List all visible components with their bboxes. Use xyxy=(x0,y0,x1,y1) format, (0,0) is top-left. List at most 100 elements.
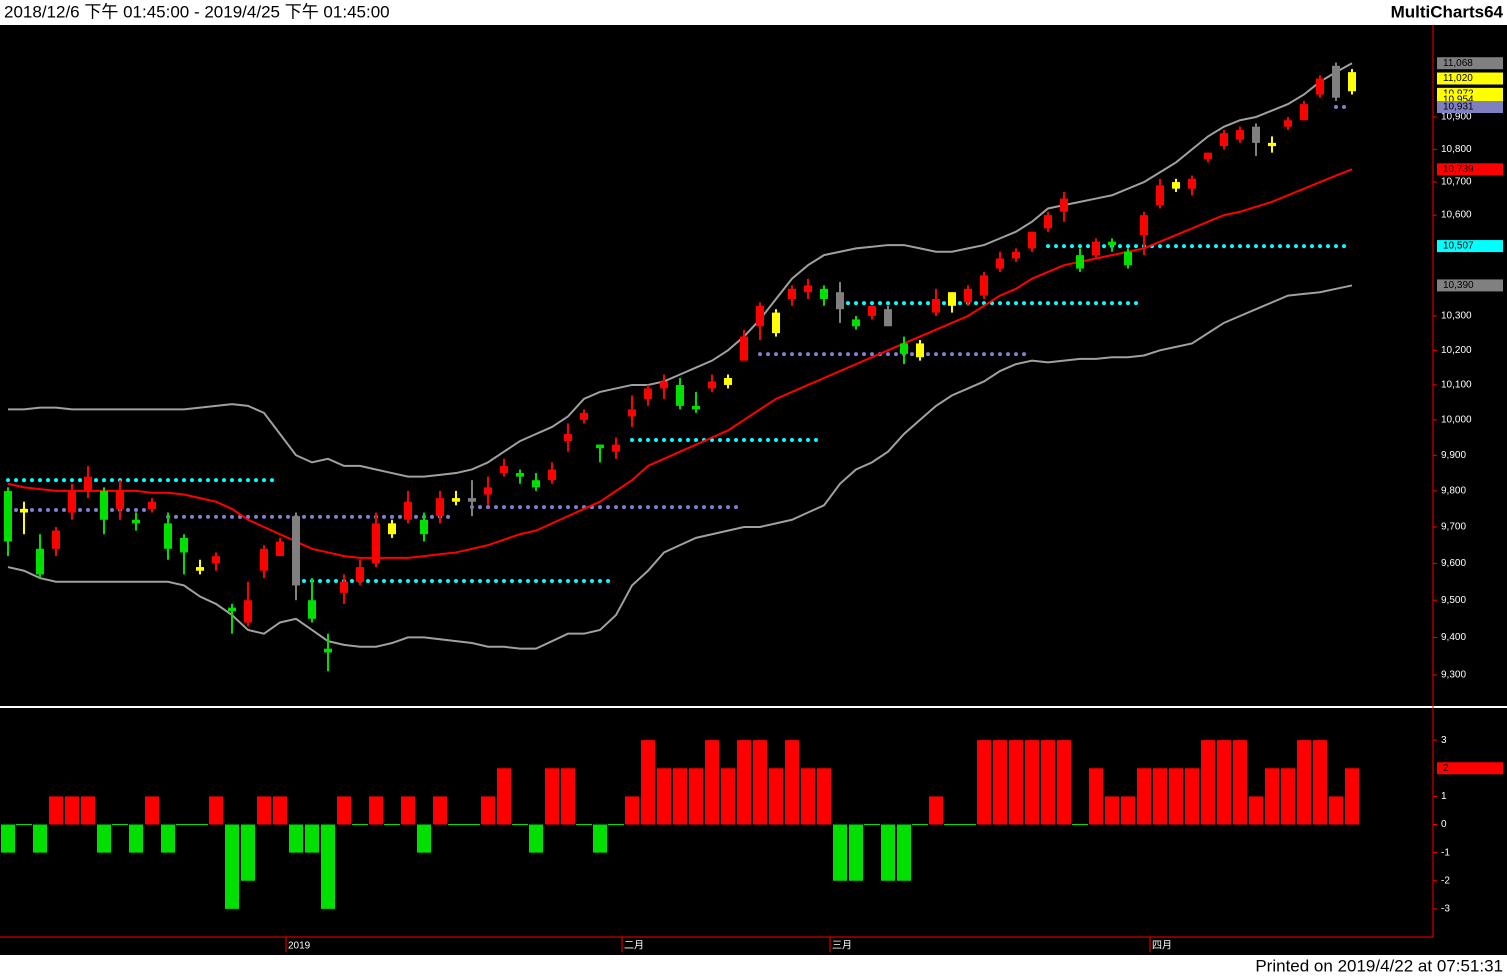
histogram-bar xyxy=(817,768,831,825)
price-marker xyxy=(1437,279,1503,292)
header-bar xyxy=(0,0,1507,25)
histogram-bar xyxy=(529,824,543,853)
candle-body xyxy=(292,516,300,586)
histogram-bar xyxy=(593,824,607,853)
candle-body xyxy=(516,473,524,477)
candle-body xyxy=(1284,120,1292,127)
band-line xyxy=(8,62,1353,478)
histogram-bar xyxy=(33,824,47,853)
candle-body xyxy=(484,487,492,495)
histogram-bar xyxy=(49,796,63,825)
candle-body xyxy=(388,523,396,535)
histogram-bar xyxy=(1121,796,1135,825)
price-marker xyxy=(1437,240,1503,253)
candle-body xyxy=(1076,255,1084,269)
price-marker-label: 2 xyxy=(1443,763,1449,774)
histogram-bar xyxy=(912,824,928,825)
histogram-bar xyxy=(464,824,480,825)
histogram-bar xyxy=(1201,740,1215,825)
candle-body xyxy=(1268,142,1276,147)
y-tick-label: 10,600 xyxy=(1441,210,1472,221)
candle-body xyxy=(1028,231,1036,249)
candle-body xyxy=(772,312,780,334)
histogram-bar xyxy=(960,824,976,825)
histogram-bar xyxy=(337,796,351,825)
histogram-bar xyxy=(273,796,287,825)
histogram-bar xyxy=(833,824,847,881)
y-tick-label: -2 xyxy=(1441,875,1450,886)
histogram-bar xyxy=(673,768,687,825)
date-range: 2018/12/6 下午 01:45:00 - 2019/4/25 下午 01:… xyxy=(4,2,390,21)
histogram-bar xyxy=(192,824,208,825)
histogram-bar xyxy=(16,824,32,825)
histogram-bar xyxy=(929,796,943,825)
candle-body xyxy=(100,490,108,520)
histogram-bar xyxy=(448,824,464,825)
candle-body xyxy=(4,490,12,542)
y-tick-label: 10,300 xyxy=(1441,311,1472,322)
candle-body xyxy=(1060,198,1068,212)
histogram-bar xyxy=(176,824,192,825)
histogram-bar xyxy=(1009,740,1023,825)
candle-body xyxy=(724,377,732,385)
candle-body xyxy=(1156,185,1164,206)
candle-body xyxy=(436,498,444,517)
y-tick-label: 9,800 xyxy=(1441,486,1466,497)
y-tick-label: 10,200 xyxy=(1441,345,1472,356)
candle-body xyxy=(916,343,924,358)
candle-body xyxy=(324,648,332,653)
candle-body xyxy=(20,508,28,513)
price-marker xyxy=(1437,101,1503,114)
histogram-bar xyxy=(608,824,624,825)
candle-body xyxy=(980,275,988,296)
candle-body xyxy=(356,567,364,582)
histogram-bar xyxy=(689,768,703,825)
candle-body xyxy=(740,336,748,361)
histogram-bar xyxy=(1313,740,1327,825)
candle-body xyxy=(532,480,540,488)
y-tick-label: 10,800 xyxy=(1441,144,1472,155)
histogram-bar xyxy=(1137,768,1151,825)
candle-body xyxy=(996,258,1004,269)
histogram-bar xyxy=(944,824,960,825)
app-name: MultiCharts64 xyxy=(1391,2,1504,21)
histogram-bar xyxy=(241,824,255,881)
price-marker-label: 10,931 xyxy=(1443,102,1474,113)
histogram-bar xyxy=(1025,740,1039,825)
histogram-bar xyxy=(81,796,95,825)
price-marker-label: 10,507 xyxy=(1443,241,1474,252)
candle-body xyxy=(68,490,76,513)
candle-body xyxy=(1092,241,1100,256)
histogram-bar xyxy=(1249,796,1263,825)
y-tick-label: -3 xyxy=(1441,904,1450,915)
candle-body xyxy=(340,581,348,593)
histogram-bar xyxy=(369,796,383,825)
candle-body xyxy=(1172,182,1180,189)
histogram-bar xyxy=(1297,740,1311,825)
histogram-bar xyxy=(625,796,639,825)
candle-body xyxy=(644,388,652,399)
x-tick-label: 二月 xyxy=(624,940,644,952)
histogram-bar xyxy=(225,824,239,909)
candle-body xyxy=(52,530,60,549)
candle-body xyxy=(884,309,892,327)
histogram-bar xyxy=(1072,824,1088,825)
candle-body xyxy=(1204,152,1212,160)
candle-body xyxy=(228,607,236,612)
candle-body xyxy=(244,600,252,623)
candle-body xyxy=(1332,65,1340,98)
histogram-bar xyxy=(433,796,447,825)
candle-body xyxy=(1252,126,1260,143)
y-tick-label: 9,500 xyxy=(1441,595,1466,606)
histogram-bar xyxy=(257,796,271,825)
histogram-bar xyxy=(352,824,368,825)
candle-body xyxy=(564,434,572,442)
candle-body xyxy=(1188,178,1196,189)
candle-body xyxy=(756,305,764,327)
histogram-bar xyxy=(384,824,400,825)
candle-body xyxy=(164,523,172,549)
candle-body xyxy=(1124,251,1132,266)
x-tick-label: 四月 xyxy=(1152,940,1172,952)
candle-body xyxy=(1012,251,1020,259)
